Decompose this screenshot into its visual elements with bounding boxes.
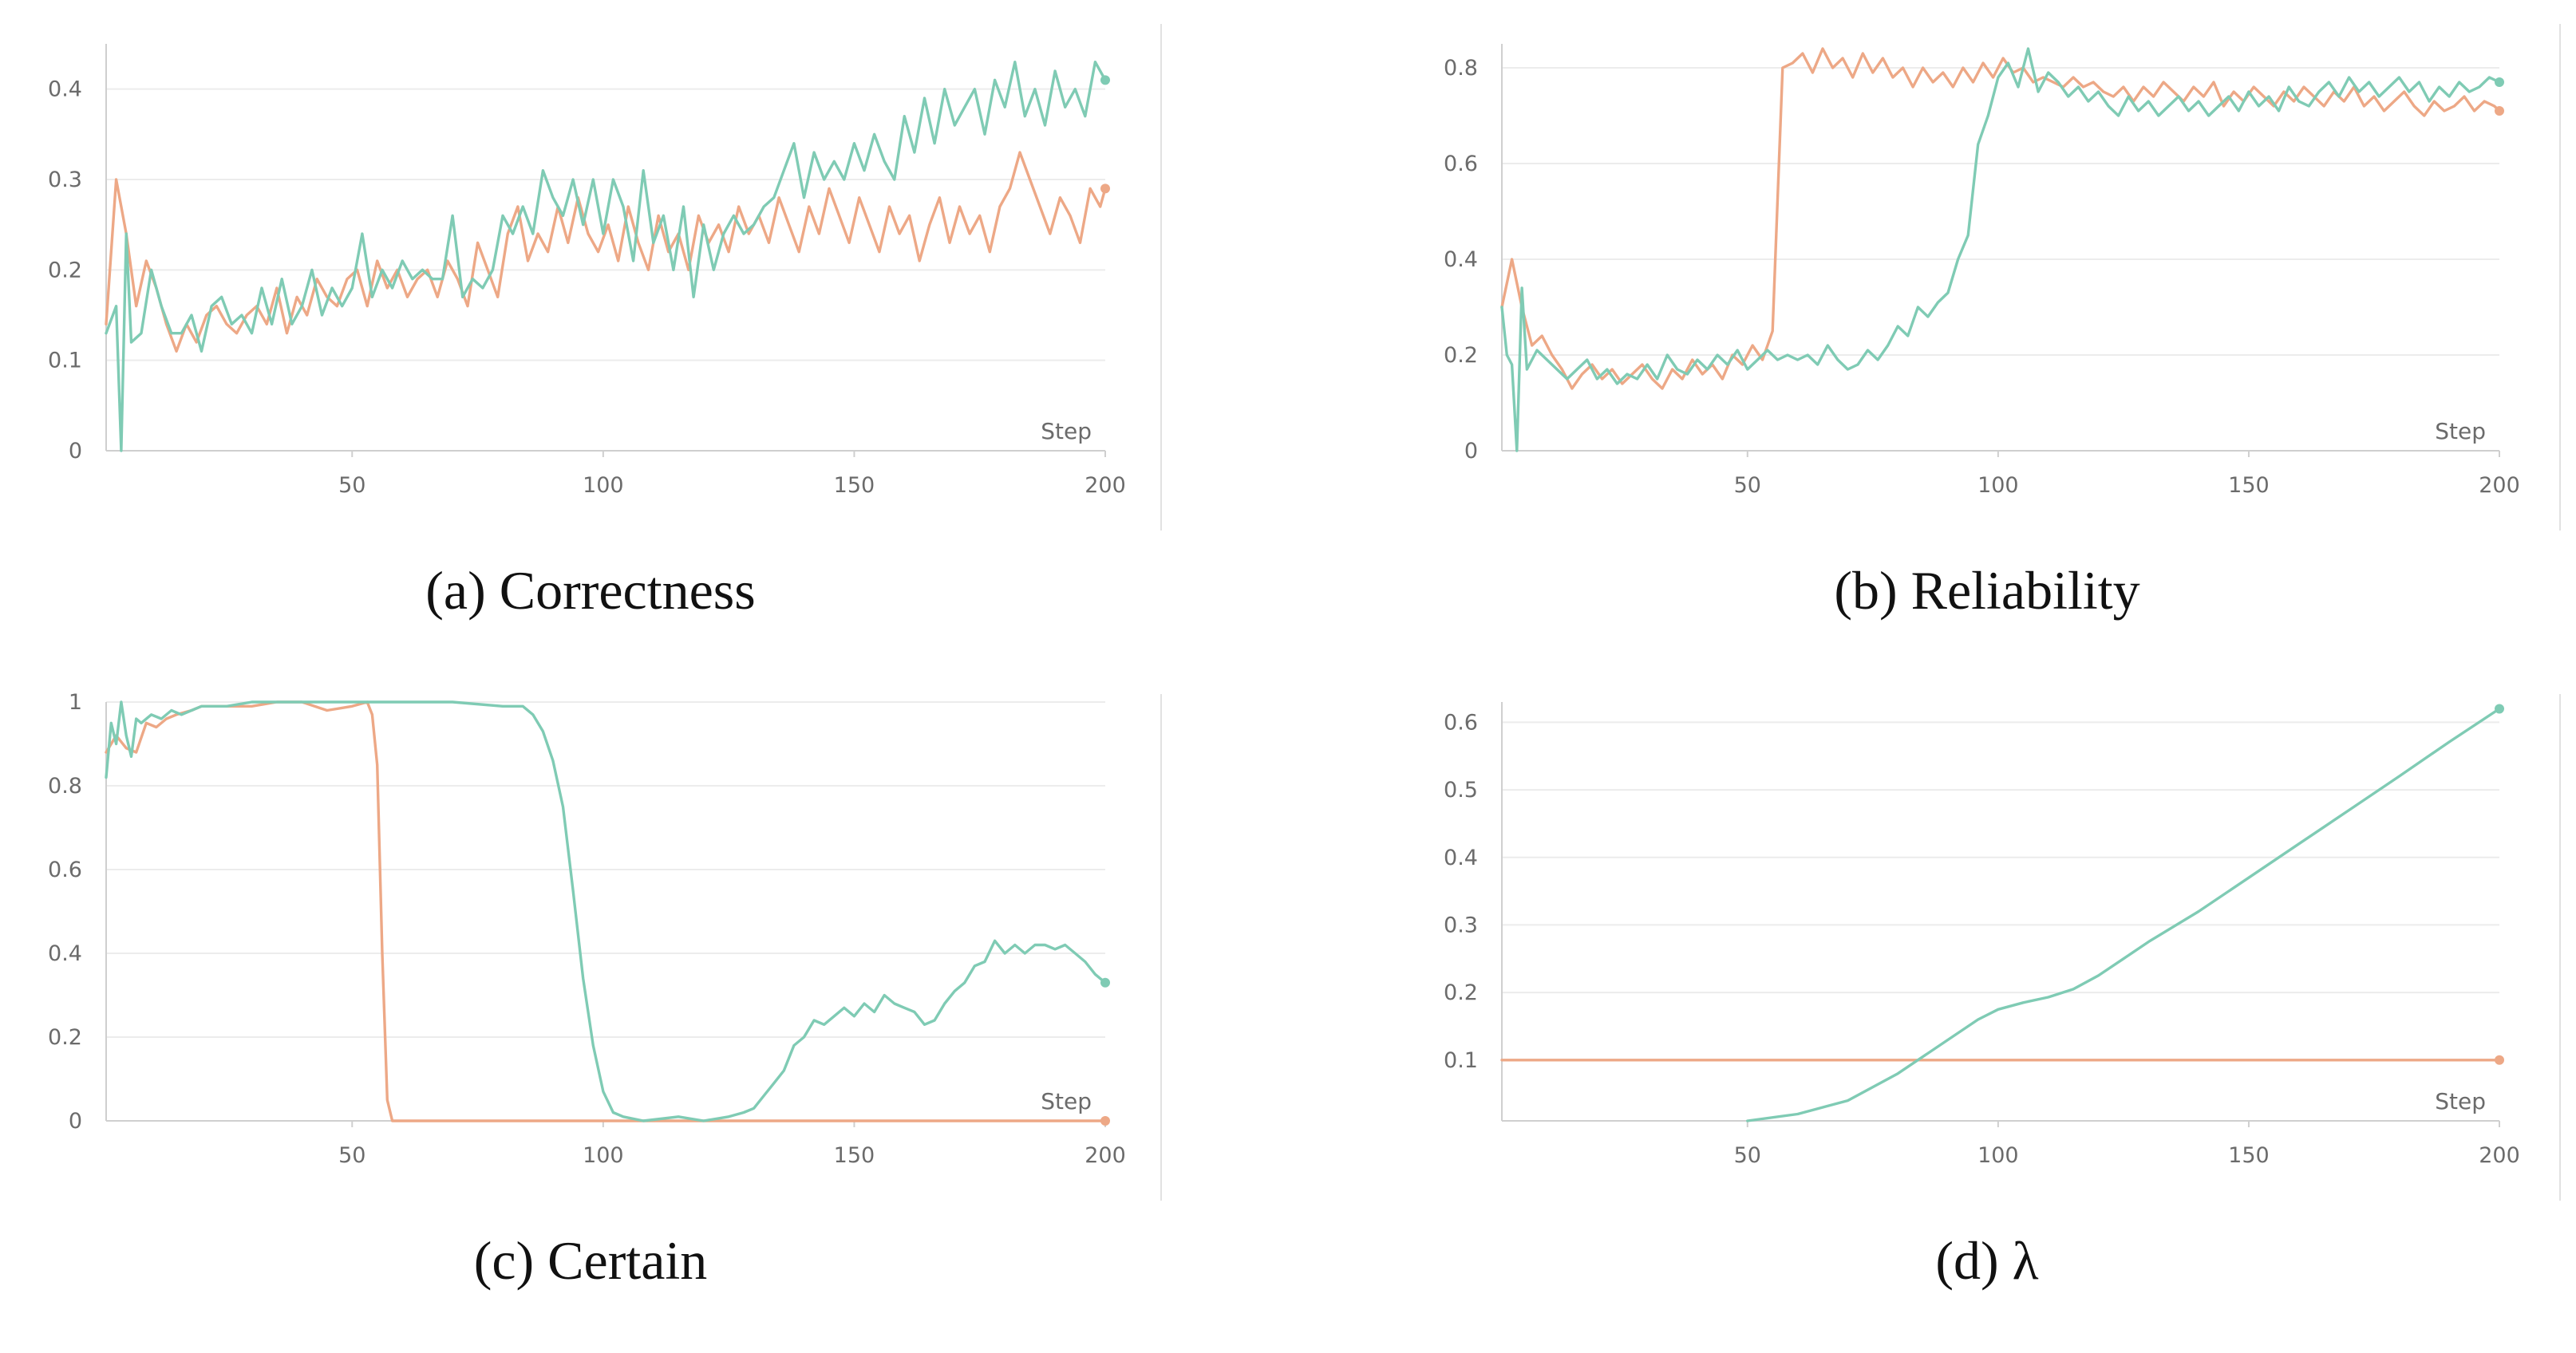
y-tick-label: 0.6 [1444,152,1478,176]
x-tick-labels: 50 100 150 200 [1734,451,2520,498]
x-tick-label: 200 [2479,1143,2520,1168]
chart-caption: (d) λ [1935,1230,2038,1291]
x-axis-label: Step [2435,418,2486,444]
y-tick-label: 0.8 [1444,56,1478,81]
series-line-green [105,60,1107,452]
y-tick-label: 0.3 [48,168,82,192]
y-tick-label: 0 [69,1109,82,1134]
y-tick-label: 0.2 [48,1025,82,1050]
y-tick-label: 0.2 [1444,980,1478,1005]
x-tick-label: 150 [2228,1143,2270,1168]
x-axis-label: Step [1041,1088,1092,1114]
series-line-orange [105,700,1107,1122]
series-line-orange [105,151,1107,353]
series-layer [1500,704,2504,1122]
y-tick-label: 0.2 [1444,343,1478,368]
x-tick-label: 150 [834,1143,875,1168]
x-tick-label: 200 [1085,473,1126,498]
y-tick-label: 0.6 [48,858,82,882]
y-tick-labels: 0 0.1 0.2 0.3 0.4 [48,77,82,463]
series-line-green [105,700,1107,1122]
x-tick-label: 200 [2479,473,2520,498]
x-tick-label: 200 [1085,1143,1126,1168]
series-layer [1500,47,2504,452]
x-tick-label: 150 [834,473,875,498]
y-tick-label: 0.1 [48,349,82,373]
x-axis-label: Step [2435,1088,2486,1114]
chart-reliability: 0 0.2 0.4 0.6 0.8 50 100 150 200 Step (b) Relia… [1444,24,2561,621]
y-tick-label: 0.4 [48,941,82,966]
series-line-green [1500,47,2501,452]
x-tick-labels: 50 100 150 200 [1734,1121,2520,1168]
chart-caption: (c) Certain [474,1230,708,1291]
x-tick-label: 50 [338,1143,365,1168]
y-tick-label: 0 [69,439,82,463]
y-tick-label: 0.6 [1444,710,1478,735]
x-tick-label: 100 [583,473,624,498]
series-end-point [2495,77,2504,87]
series-line-green [1746,707,2501,1122]
y-tick-label: 0.4 [48,77,82,102]
chart-caption: (b) Reliability [1834,560,2139,621]
gridlines [106,88,1105,361]
chart-lambda: 0.1 0.2 0.3 0.4 0.5 0.6 50 100 150 200 Step (d) … [1444,694,2561,1291]
x-tick-label: 100 [583,1143,624,1168]
chart-certain: 0 0.2 0.4 0.6 0.8 1 50 100 150 200 Step (c) Cert… [48,690,1162,1291]
series-end-point [1100,977,1110,988]
y-tick-label: 1 [69,690,82,715]
y-tick-labels: 0.1 0.2 0.3 0.4 0.5 0.6 [1444,710,1478,1072]
chart-correctness: 0 0.1 0.2 0.3 0.4 50 100 150 200 Step (a) Corre… [48,24,1162,621]
series-line-orange [1500,47,2501,390]
y-tick-label: 0.1 [1444,1048,1478,1073]
x-tick-label: 150 [2228,473,2270,498]
series-layer [105,60,1110,452]
gridlines [106,701,1105,1038]
y-tick-label: 0 [1464,439,1478,463]
series-end-point [2495,704,2504,714]
x-tick-labels: 50 100 150 200 [338,451,1126,498]
series-layer [105,700,1110,1126]
y-tick-label: 0.4 [1444,846,1478,870]
y-tick-label: 0.2 [48,258,82,282]
x-tick-label: 50 [1734,473,1761,498]
x-tick-label: 100 [1977,1143,2019,1168]
x-tick-label: 50 [1734,1143,1761,1168]
y-tick-label: 0.5 [1444,778,1478,803]
y-tick-label: 0.4 [1444,247,1478,272]
series-end-point [1100,183,1110,194]
x-tick-label: 50 [338,473,365,498]
gridlines [1502,67,2499,356]
x-axis-label: Step [1041,418,1092,444]
series-end-point [2495,1055,2504,1065]
x-tick-label: 100 [1977,473,2019,498]
chart-caption: (a) Correctness [425,560,755,621]
y-tick-label: 0.8 [48,774,82,799]
y-tick-label: 0.3 [1444,913,1478,937]
y-tick-labels: 0 0.2 0.4 0.6 0.8 1 [48,690,82,1134]
series-end-point [2495,106,2504,116]
series-end-point [1100,75,1110,85]
series-end-point [1100,1116,1110,1126]
y-tick-labels: 0 0.2 0.4 0.6 0.8 [1444,56,1478,463]
x-tick-labels: 50 100 150 200 [338,1121,1126,1168]
